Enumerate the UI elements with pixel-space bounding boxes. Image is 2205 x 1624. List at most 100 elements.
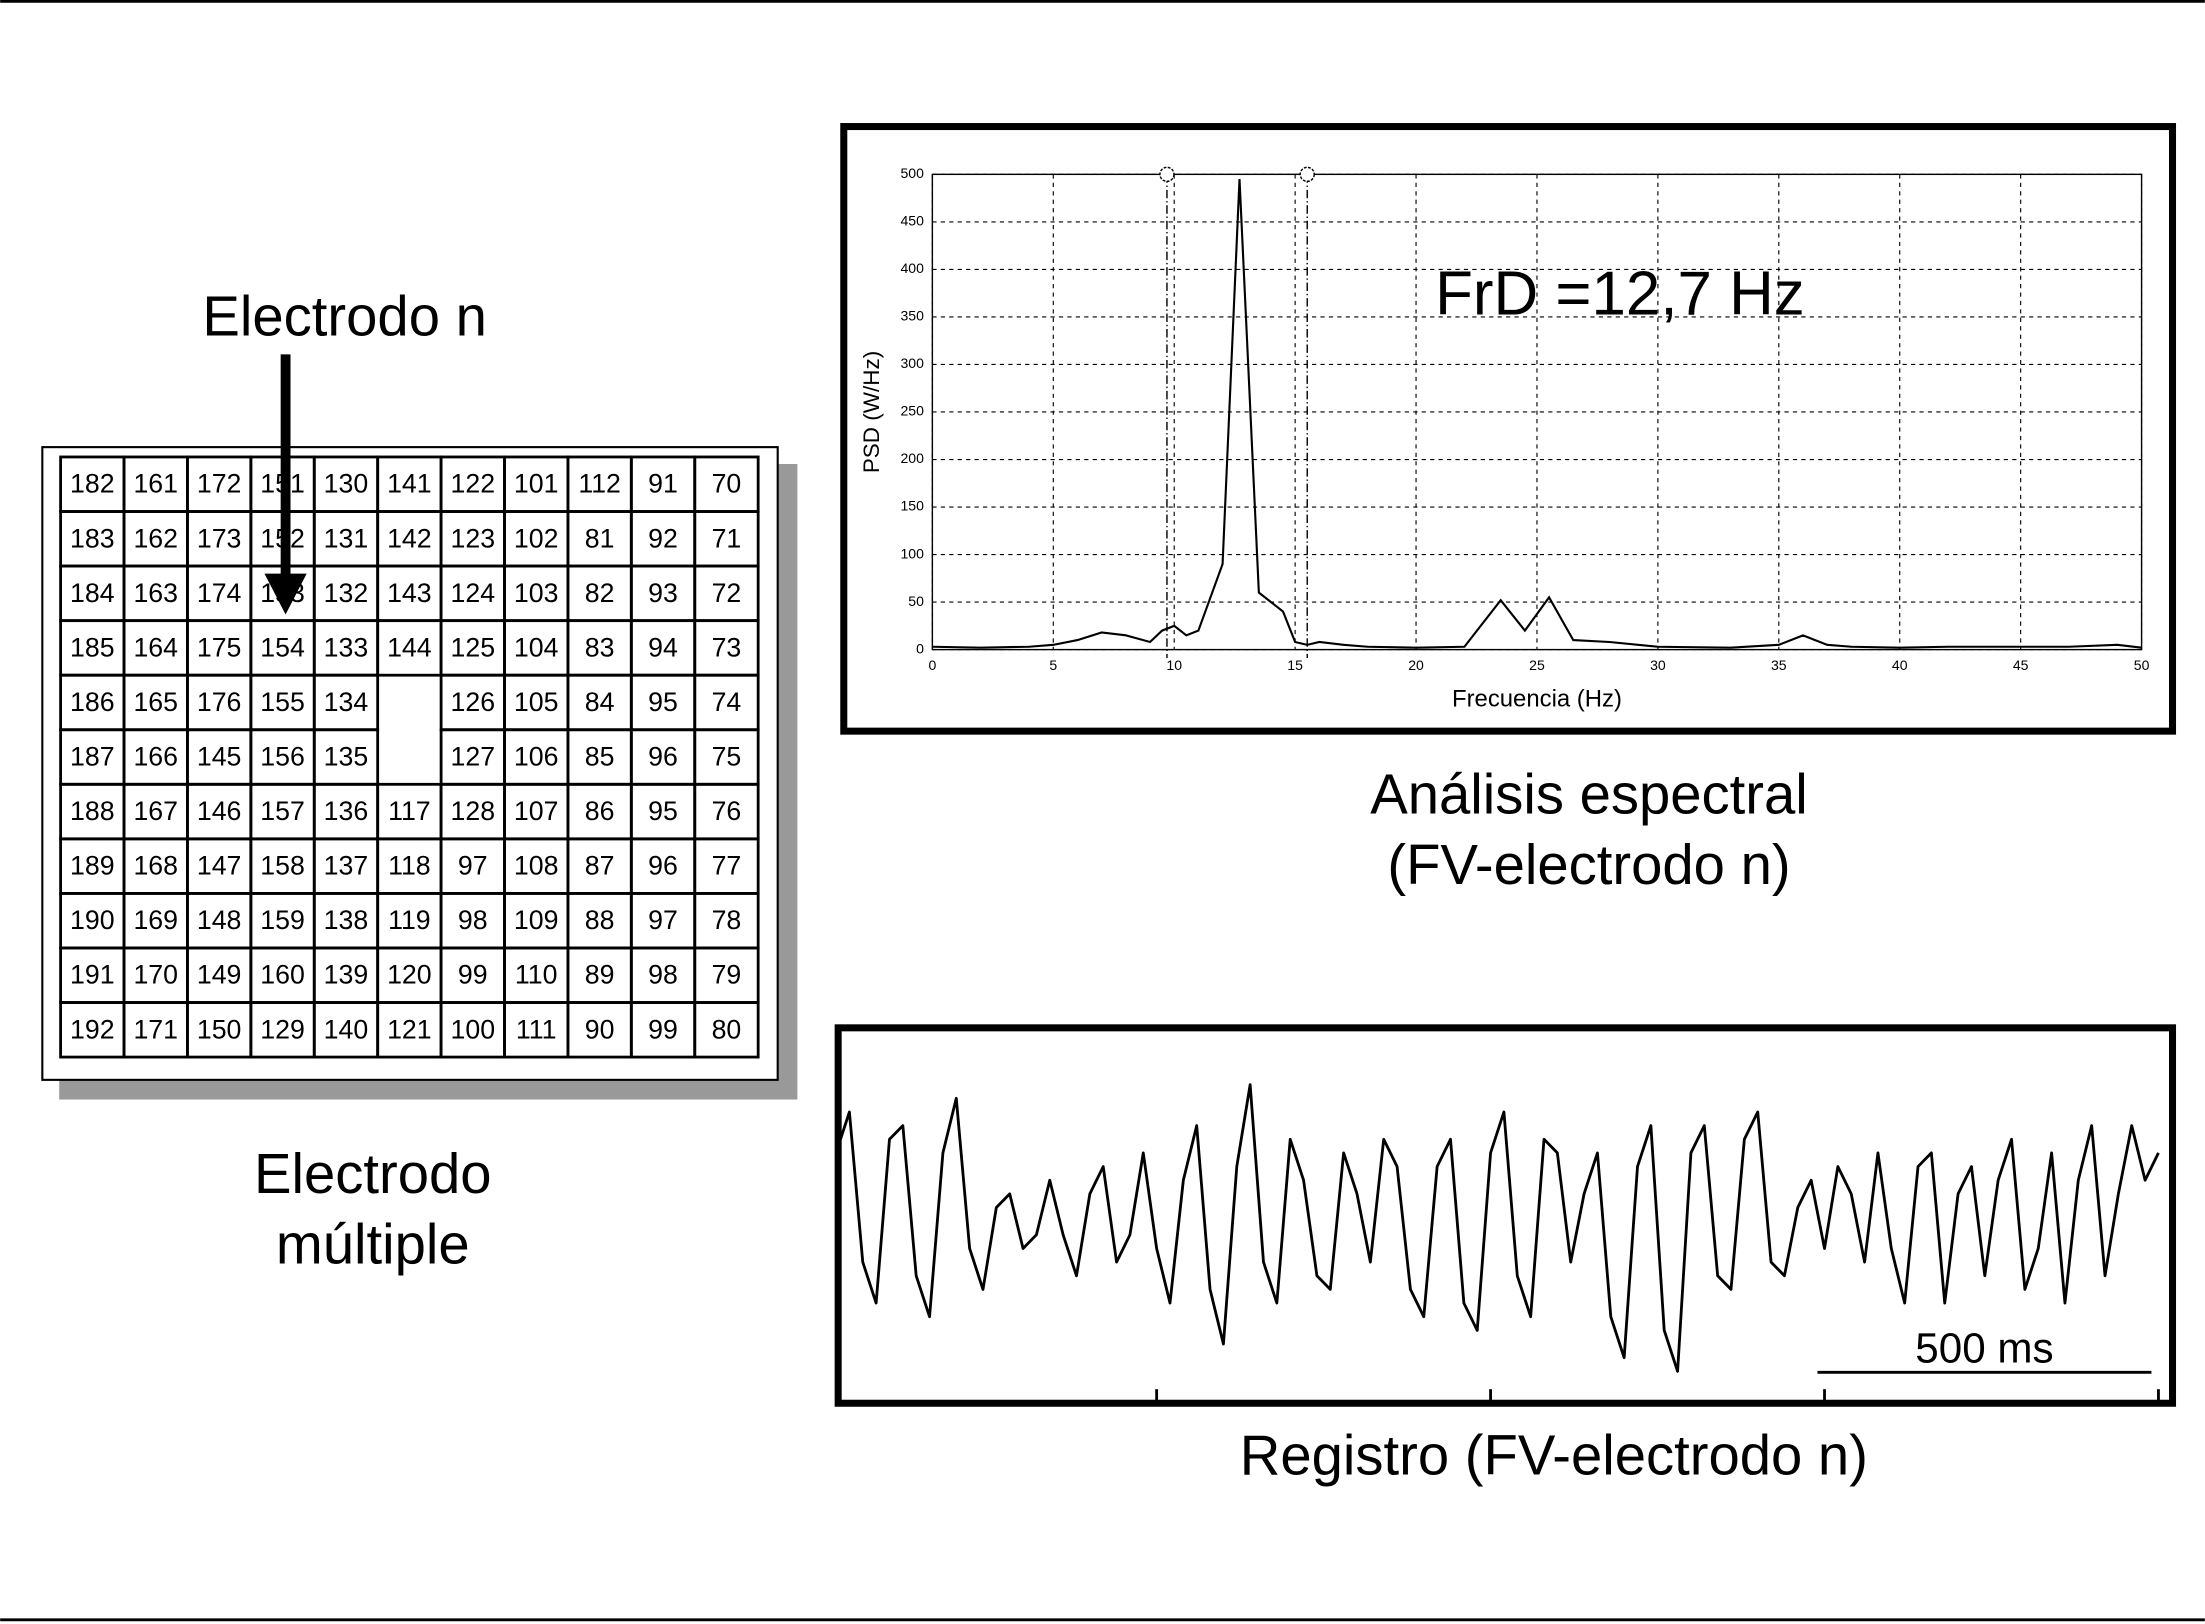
cell-label: 174 — [197, 578, 242, 608]
x-tick-label: 30 — [1650, 657, 1666, 673]
cell-label: 125 — [451, 632, 496, 662]
grid-caption: múltiple — [276, 1212, 470, 1275]
cell-label: 187 — [70, 741, 115, 771]
cell-label: 94 — [648, 632, 678, 662]
cursor-handle — [1299, 166, 1315, 183]
cell-label: 75 — [712, 741, 742, 771]
cell-label: 79 — [712, 960, 742, 990]
cell-label: 166 — [133, 741, 178, 771]
cell-label: 87 — [585, 851, 615, 881]
y-tick-label: 500 — [900, 165, 924, 181]
cell-label: 111 — [516, 1014, 557, 1044]
x-tick-label: 45 — [2013, 657, 2029, 673]
x-tick-label: 15 — [1287, 657, 1303, 673]
cell-label: 142 — [387, 523, 432, 553]
y-tick-label: 400 — [900, 260, 924, 276]
y-tick-label: 0 — [916, 640, 924, 656]
cell-label: 122 — [451, 469, 496, 499]
cell-label: 163 — [133, 578, 178, 608]
cell-label: 141 — [387, 469, 432, 499]
cell-label: 73 — [712, 632, 742, 662]
y-tick-label: 150 — [900, 498, 924, 514]
cell-label: 97 — [648, 905, 678, 935]
y-tick-label: 450 — [900, 213, 924, 229]
x-tick-label: 35 — [1771, 657, 1787, 673]
y-tick-label: 300 — [900, 355, 924, 371]
cell-label: 171 — [133, 1014, 178, 1044]
cell-label: 146 — [197, 796, 242, 826]
cell-label: 144 — [387, 632, 432, 662]
trace-line — [834, 1083, 2160, 1373]
cell-label: 175 — [197, 632, 242, 662]
cell-label: 89 — [585, 960, 615, 990]
cell-label: 101 — [514, 469, 559, 499]
cell-label: 91 — [648, 469, 678, 499]
grid-caption: Electrodo — [254, 1142, 492, 1205]
cell-label: 92 — [648, 523, 678, 553]
cell-label: 148 — [197, 905, 242, 935]
cell-label: 127 — [451, 741, 496, 771]
cell-label: 126 — [451, 687, 496, 717]
cell-label: 182 — [70, 469, 115, 499]
cell-label: 184 — [70, 578, 115, 608]
cell-label: 136 — [324, 796, 369, 826]
electrode-grid: 1821611721511301411221011129170183162173… — [59, 455, 760, 1059]
y-tick-label: 100 — [900, 545, 924, 561]
cell-label: 103 — [514, 578, 559, 608]
cell-label: 186 — [70, 687, 115, 717]
cell-label: 131 — [324, 523, 369, 553]
annotation: FrD =12,7 Hz — [1435, 259, 1805, 328]
spectrum-frame — [840, 123, 2177, 735]
cell-label: 185 — [70, 632, 115, 662]
cell-label: 76 — [712, 796, 742, 826]
cell-label: 143 — [387, 578, 432, 608]
x-tick-label: 20 — [1408, 657, 1424, 673]
cell-label: 82 — [585, 578, 615, 608]
cell-label: 118 — [388, 851, 431, 881]
cell-label: 105 — [514, 687, 559, 717]
x-tick-label: 25 — [1529, 657, 1545, 673]
x-tick-label: 10 — [1166, 657, 1182, 673]
cell-label: 160 — [260, 960, 305, 990]
cell-label: 110 — [515, 960, 558, 990]
cell-label: 138 — [324, 905, 369, 935]
scale-bar-label: 500 ms — [1915, 1324, 2053, 1371]
cell-label: 191 — [70, 960, 115, 990]
cell-label: 168 — [133, 851, 178, 881]
cell-label: 161 — [133, 469, 178, 499]
cell-label: 77 — [712, 851, 742, 881]
cell-label: 190 — [70, 905, 115, 935]
trace-frame — [834, 1024, 2177, 1407]
cell-label: 189 — [70, 851, 115, 881]
spectrum-caption: (FV-electrodo n) — [1387, 833, 1790, 896]
cell-label: 80 — [712, 1014, 742, 1044]
cell-label: 85 — [585, 741, 615, 771]
cell-label: 74 — [712, 687, 742, 717]
cell-label: 104 — [514, 632, 559, 662]
cell-label: 139 — [324, 960, 369, 990]
cell-label: 84 — [585, 687, 615, 717]
cell-label: 86 — [585, 796, 615, 826]
cell-label: 134 — [324, 687, 369, 717]
cell-label: 162 — [133, 523, 178, 553]
cell-label: 109 — [514, 905, 559, 935]
y-tick-label: 250 — [900, 403, 924, 419]
cell-label: 155 — [260, 687, 305, 717]
cell-label: 112 — [578, 469, 621, 499]
cell-label: 96 — [648, 851, 678, 881]
cell-label: 120 — [387, 960, 432, 990]
cell-label: 97 — [458, 851, 488, 881]
grid-panel — [41, 446, 779, 1081]
y-tick-label: 350 — [900, 308, 924, 324]
cell-label: 165 — [133, 687, 178, 717]
trace-caption: Registro (FV-electrodo n) — [1240, 1423, 1868, 1486]
cell-label: 192 — [70, 1014, 115, 1044]
cell-label: 128 — [451, 796, 496, 826]
cell-label: 99 — [648, 1014, 678, 1044]
cell-label: 100 — [451, 1014, 496, 1044]
cell-label: 124 — [451, 578, 496, 608]
cell-label: 71 — [712, 523, 742, 553]
cell-label: 93 — [648, 578, 678, 608]
y-axis-label: PSD (W/Hz) — [859, 351, 884, 473]
